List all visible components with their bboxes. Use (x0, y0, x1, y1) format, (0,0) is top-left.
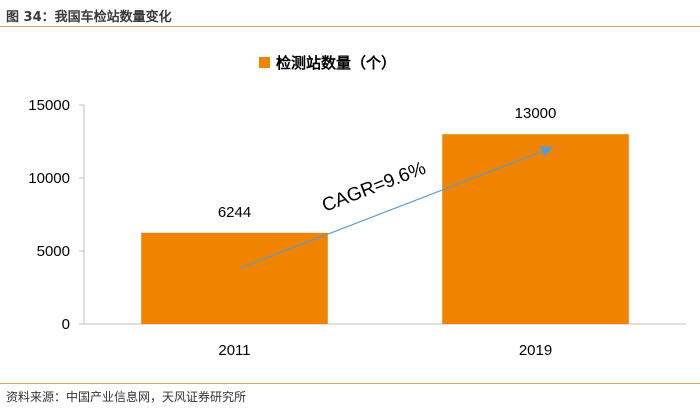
cagr-arrow (239, 145, 554, 269)
bar (141, 232, 328, 324)
cagr-label: CAGR=9.6% (319, 158, 429, 217)
y-tick-label: 10000 (28, 170, 70, 187)
data-labels: 6244 13000 (218, 105, 557, 221)
x-tick-label: 2019 (519, 342, 552, 359)
data-label: 13000 (515, 105, 557, 122)
top-divider (0, 26, 700, 27)
bar (442, 134, 629, 324)
y-tick-label: 0 (62, 316, 70, 333)
bar-chart: 检测站数量（个） 0 5000 10000 15000 2011 2019 6244 13… (28, 54, 686, 359)
legend: 检测站数量（个） (259, 54, 396, 72)
y-tick-label: 5000 (37, 243, 70, 260)
source-note: 资料来源：中国产业信息网，天风证券研究所 (6, 390, 247, 404)
bars (141, 134, 629, 324)
figure-title: 图 34：我国车检站数量变化 (6, 10, 172, 25)
legend-swatch (259, 57, 270, 68)
data-label: 6244 (218, 204, 251, 221)
legend-label: 检测站数量（个） (276, 54, 396, 72)
bottom-divider (0, 383, 700, 384)
x-tick-labels: 2011 2019 (218, 342, 552, 359)
y-tick-label: 15000 (28, 97, 70, 114)
x-tick-label: 2011 (218, 342, 250, 359)
y-ticks: 0 5000 10000 15000 (28, 97, 84, 333)
